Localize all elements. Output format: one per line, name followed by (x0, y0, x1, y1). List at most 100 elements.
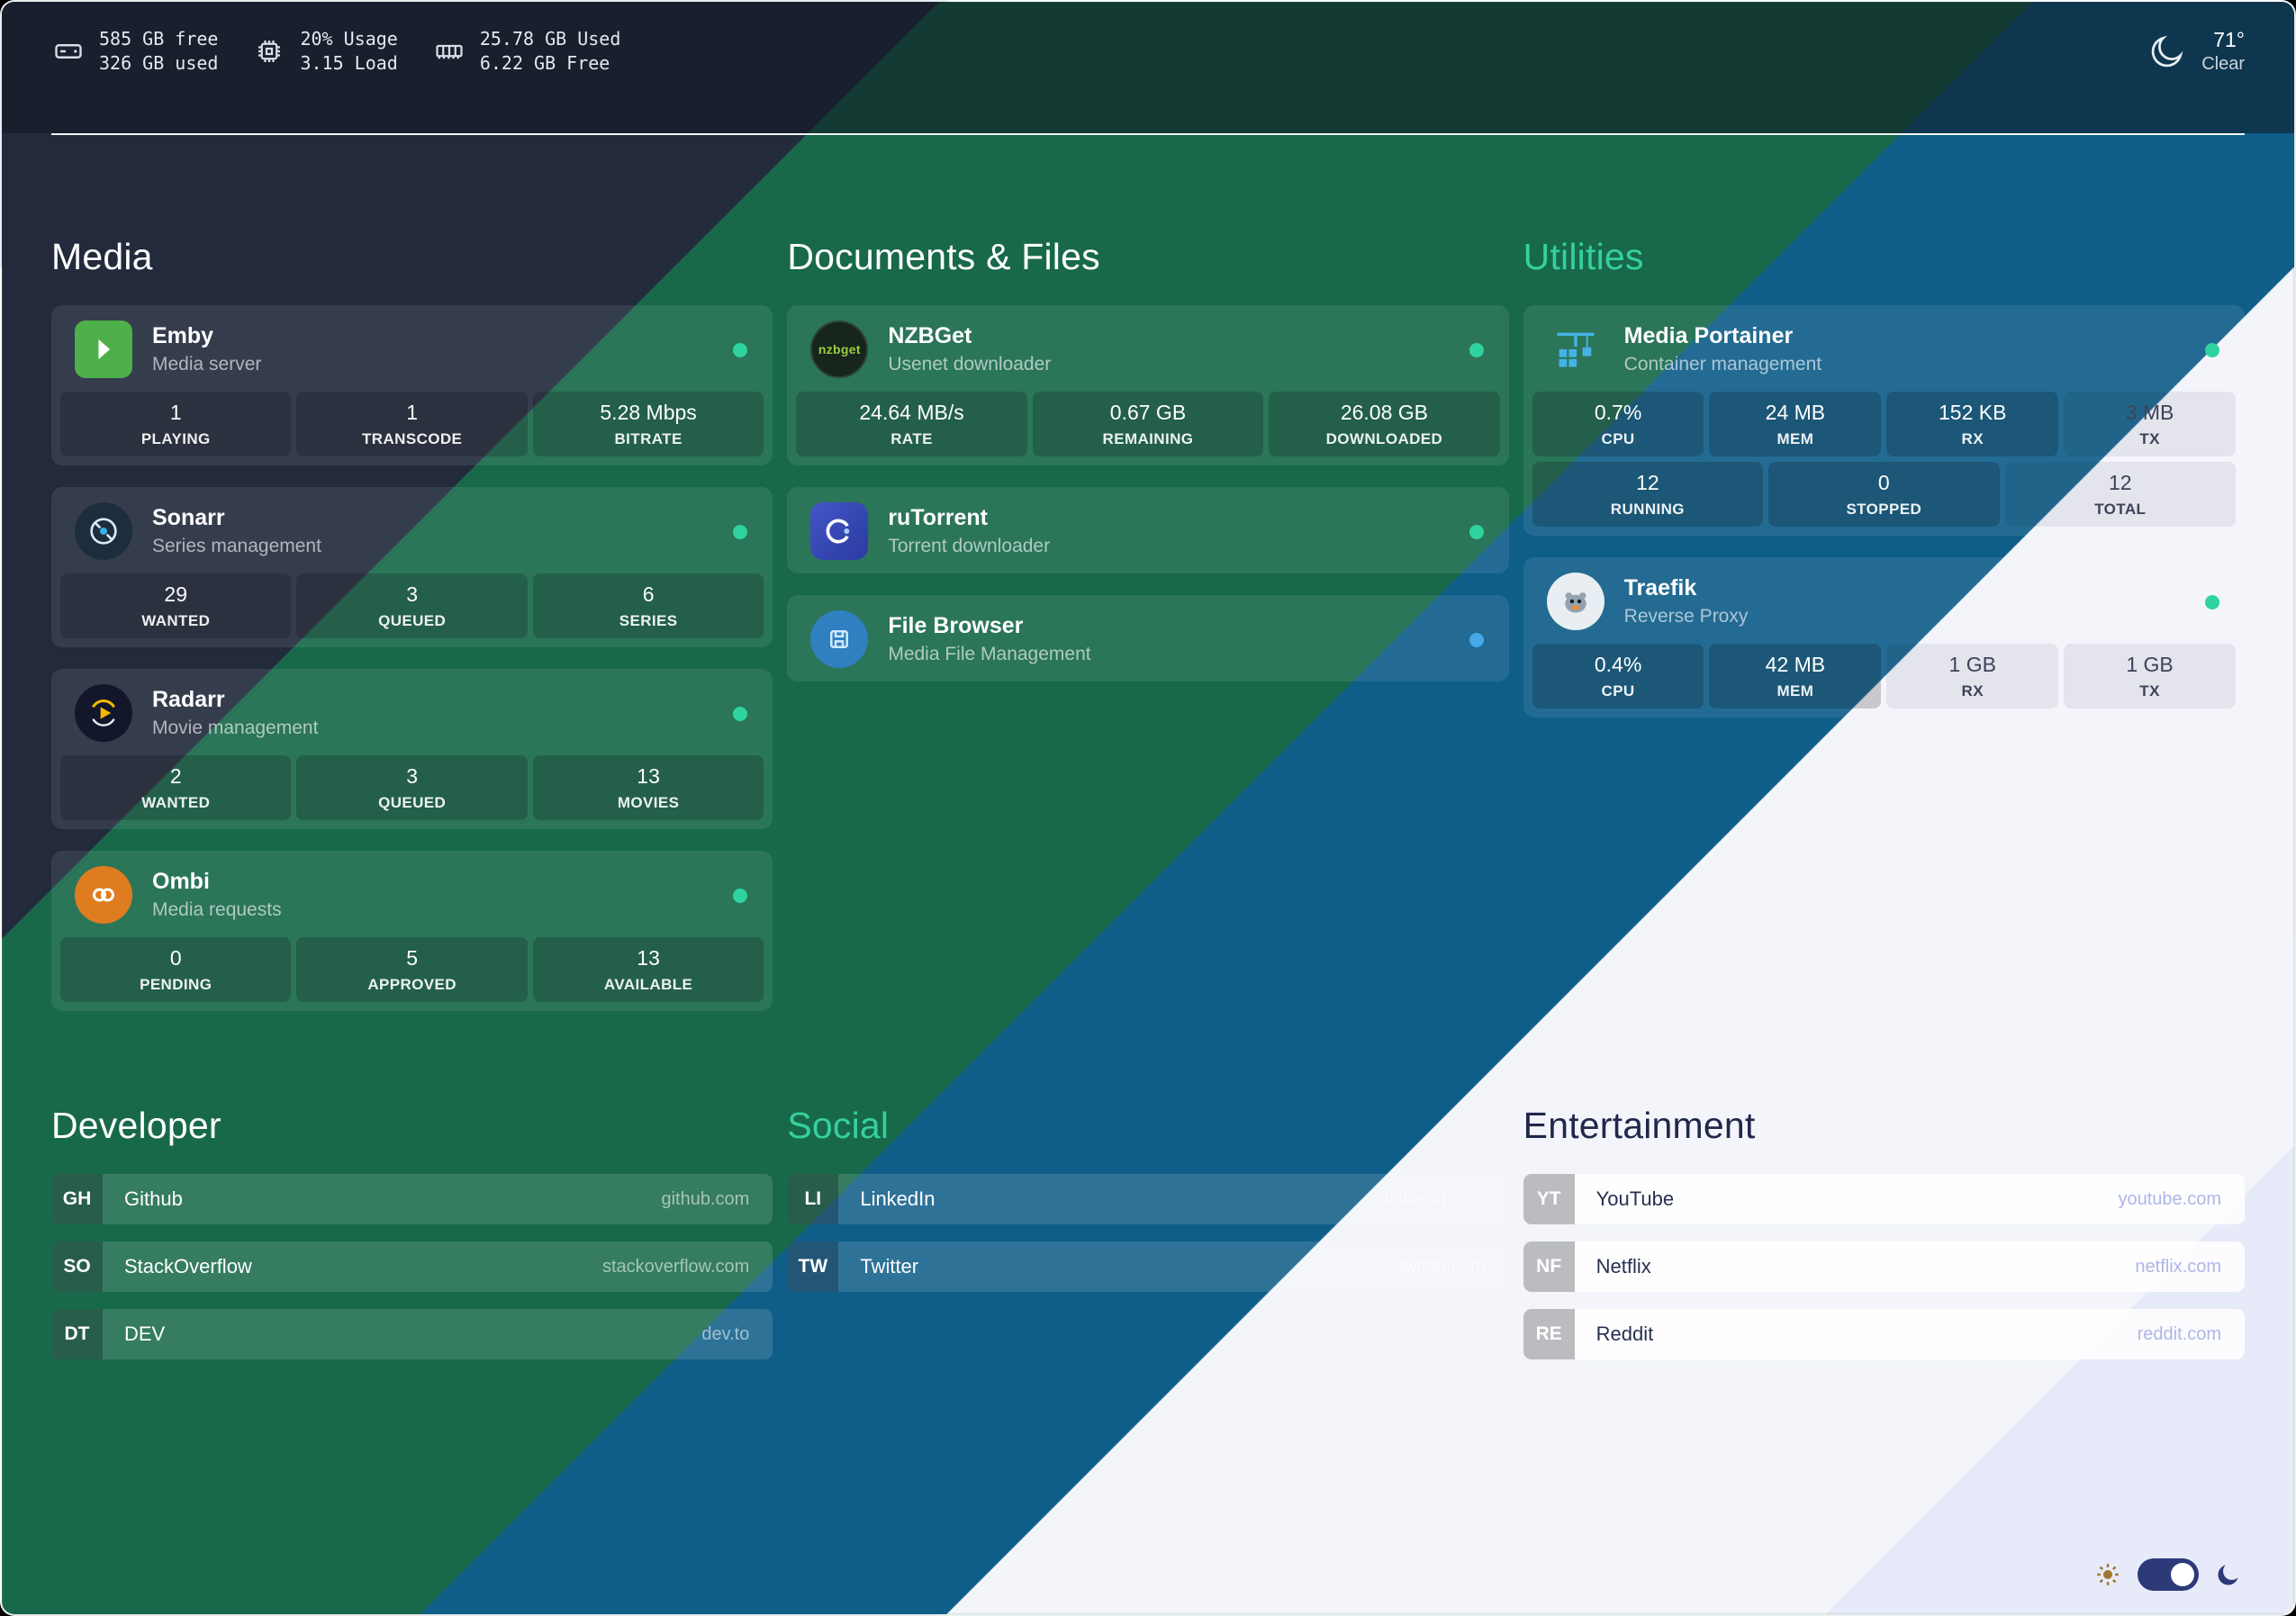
disk-widget: 585 GB free 326 GB used (51, 27, 218, 76)
stats-row: 0.7% CPU 24 MB MEM 152 KB RX 3 MB TX (1532, 392, 2236, 456)
bookmark-url: youtube.com (2118, 1188, 2221, 1209)
stat-value: 3 MB (2125, 400, 2174, 424)
section-developer: Developer GH Github github.com SO StackO… (51, 1105, 773, 1377)
stat-box: 0.7% CPU (1532, 392, 1704, 456)
portainer-icon (1547, 320, 1604, 378)
stat-value: 6 (642, 582, 655, 606)
bookmark-name: LinkedIn (860, 1187, 936, 1210)
moon-icon (2147, 32, 2187, 71)
bookmark-url: netflix.com (2135, 1256, 2221, 1277)
stat-label: APPROVED (367, 975, 456, 993)
stat-value: 152 KB (1939, 400, 2007, 424)
app-name: Traefik (1623, 575, 1697, 600)
stat-label: STOPPED (1846, 500, 1922, 518)
disk-icon (51, 34, 86, 68)
bookmark-url: linkedin.com (1385, 1188, 1486, 1209)
stat-box: 2 WANTED (60, 755, 292, 820)
bookmark-abbr: GH (51, 1174, 103, 1224)
app-card-portainer[interactable]: Media Portainer Container management 0.7… (1523, 305, 2245, 536)
stat-box: 0.4% CPU (1532, 644, 1704, 709)
stat-box: 24 MB MEM (1709, 392, 1882, 456)
stat-box: 24.64 MB/s RATE (796, 392, 1027, 456)
stat-value: 1 (406, 400, 419, 424)
sun-icon[interactable] (2094, 1561, 2121, 1588)
stat-label: CPU (1601, 429, 1635, 447)
stat-box: 0 STOPPED (1768, 462, 2000, 527)
section-title-utilities: Utilities (1523, 236, 1644, 277)
app-description: Reverse Proxy (1623, 606, 1749, 627)
stat-value: 42 MB (1765, 652, 1826, 676)
app-name: Media Portainer (1623, 323, 1794, 348)
app-description: Torrent downloader (888, 536, 1051, 556)
app-name: Radarr (152, 687, 225, 712)
bookmark-stackoverflow[interactable]: SO StackOverflow stackoverflow.com (51, 1241, 773, 1292)
app-card-sonarr[interactable]: Sonarr Series management 29 WANTED 3 QUE… (51, 487, 773, 647)
stat-box: 3 QUEUED (296, 755, 528, 820)
bookmark-netflix[interactable]: NF Netflix netflix.com (1523, 1241, 2245, 1292)
stats-row: 2 WANTED 3 QUEUED 13 MOVIES (60, 755, 764, 820)
app-name: NZBGet (888, 323, 972, 348)
app-description: Usenet downloader (888, 354, 1052, 375)
stat-label: QUEUED (378, 793, 447, 811)
emby-icon (75, 320, 132, 378)
stat-box: 13 MOVIES (532, 755, 764, 820)
bookmark-abbr: TW (787, 1241, 839, 1292)
bookmark-linkedin[interactable]: LI LinkedIn linkedin.com (787, 1174, 1509, 1224)
weather-condition: Clear (2201, 54, 2245, 74)
bookmark-github[interactable]: GH Github github.com (51, 1174, 773, 1224)
theme-toggle[interactable] (2138, 1558, 2199, 1591)
bookmark-twitter[interactable]: TW Twitter twitter.com (787, 1241, 1509, 1292)
app-card-radarr[interactable]: Radarr Movie management 2 WANTED 3 QUEUE… (51, 669, 773, 829)
bookmark-abbr: SO (51, 1241, 103, 1292)
cpu-icon (252, 34, 286, 68)
bookmark-abbr: YT (1523, 1174, 1575, 1224)
app-card-rutorrent[interactable]: ruTorrent Torrent downloader (787, 487, 1509, 573)
stat-label: TRANSCODE (362, 429, 463, 447)
status-dot (2204, 343, 2219, 357)
topbar-divider (51, 133, 2245, 135)
bookmark-name: DEV (124, 1323, 166, 1345)
stat-label: RX (1961, 429, 1984, 447)
section-title-social: Social (787, 1105, 890, 1146)
app-card-nzbget[interactable]: nzbget NZBGet Usenet downloader 24.64 MB… (787, 305, 1509, 465)
stat-label: CPU (1601, 682, 1635, 700)
stat-label: TX (2139, 429, 2160, 447)
stat-label: REMAINING (1102, 429, 1194, 447)
app-card-emby[interactable]: Emby Media server 1 PLAYING 1 TRANSCODE (51, 305, 773, 465)
stat-value: 5 (406, 945, 419, 970)
section-title-developer: Developer (51, 1105, 221, 1146)
bookmark-youtube[interactable]: YT YouTube youtube.com (1523, 1174, 2245, 1224)
stat-label: AVAILABLE (603, 975, 693, 993)
stats-row: 24.64 MB/s RATE 0.67 GB REMAINING 26.08 … (796, 392, 1500, 456)
app-description: Media File Management (888, 644, 1091, 664)
section-social: Social LI LinkedIn linkedin.com TW Twitt… (787, 1105, 1509, 1377)
stat-value: 0.7% (1594, 400, 1642, 424)
bookmark-url: twitter.com (1399, 1256, 1486, 1277)
bookmark-name: Twitter (860, 1255, 919, 1277)
radarr-icon (75, 684, 132, 742)
app-name: Ombi (152, 869, 210, 894)
bookmark-abbr: NF (1523, 1241, 1575, 1292)
bookmark-url: stackoverflow.com (601, 1256, 750, 1277)
app-card-traefik[interactable]: Traefik Reverse Proxy 0.4% CPU 42 MB MEM (1523, 557, 2245, 718)
bookmark-url: dev.to (701, 1323, 750, 1344)
moon-icon[interactable] (2215, 1561, 2242, 1588)
stat-label: DOWNLOADED (1325, 429, 1443, 447)
bookmark-abbr: DT (51, 1309, 103, 1359)
bookmark-url: reddit.com (2137, 1323, 2221, 1344)
bookmark-name: YouTube (1595, 1187, 1675, 1210)
status-dot (733, 707, 748, 721)
status-dot (2204, 595, 2219, 609)
app-card-ombi[interactable]: Ombi Media requests 0 PENDING 5 APPROVED (51, 851, 773, 1011)
stat-value: 1 GB (1948, 652, 1996, 676)
stat-value: 0.67 GB (1109, 400, 1187, 424)
stat-value: 13 (637, 763, 660, 788)
bookmark-dev[interactable]: DT DEV dev.to (51, 1309, 773, 1359)
app-description: Container management (1623, 354, 1822, 375)
stat-box: 1 GB TX (2064, 644, 2236, 709)
app-card-filebrowser[interactable]: File Browser Media File Management (787, 595, 1509, 682)
bookmark-reddit[interactable]: RE Reddit reddit.com (1523, 1309, 2245, 1359)
stat-label: MEM (1776, 682, 1814, 700)
stat-box: 12 TOTAL (2004, 462, 2236, 527)
